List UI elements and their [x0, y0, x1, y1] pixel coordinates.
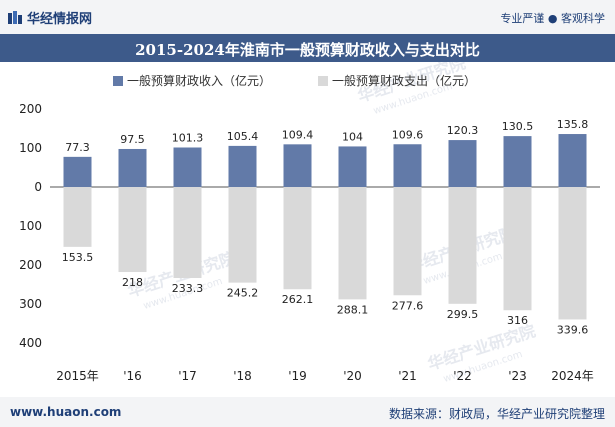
chart-title: 2015-2024年淮南市一般预算财政收入与支出对比 [135, 41, 480, 59]
x-tick-label: '21 [398, 369, 417, 383]
expense-bar [393, 187, 422, 296]
title-bar: 2015-2024年淮南市一般预算财政收入与支出对比 [0, 34, 615, 62]
y-tick-label: 300 [19, 297, 42, 311]
y-tick-label: 200 [19, 102, 42, 116]
data-source: 数据来源：财政局，华经产业研究院整理 [388, 407, 605, 421]
footer-bar: www.huaon.com 数据来源：财政局，华经产业研究院整理 [0, 397, 615, 427]
income-bar [448, 140, 477, 187]
legend-swatch [113, 76, 123, 86]
expense-bar [558, 187, 587, 320]
y-tick-label: 100 [19, 219, 42, 233]
legend: 一般预算财政收入（亿元） 一般预算财政支出（亿元） [113, 73, 476, 88]
x-tick-label: '18 [233, 369, 252, 383]
x-tick-label: '20 [343, 369, 362, 383]
expense-bar [338, 187, 367, 300]
expense-value-label: 288.1 [337, 303, 369, 316]
legend-swatch [318, 76, 328, 86]
expense-value-label: 316 [507, 314, 528, 327]
income-bar [283, 144, 312, 187]
expense-value-label: 277.6 [392, 299, 424, 312]
income-bar [503, 136, 532, 187]
expense-value-label: 262.1 [282, 293, 314, 306]
income-bar [338, 146, 367, 187]
expense-value-label: 218 [122, 276, 143, 289]
income-value-label: 97.5 [120, 133, 145, 146]
website: www.huaon.com [10, 405, 122, 419]
y-tick-label: 200 [19, 258, 42, 272]
x-tick-label: '19 [288, 369, 307, 383]
legend-label: 一般预算财政支出（亿元） [332, 73, 476, 88]
y-tick-label: 0 [34, 180, 42, 194]
expense-bar [448, 187, 477, 304]
expense-value-label: 339.6 [557, 323, 589, 336]
income-value-label: 135.8 [557, 118, 589, 131]
expense-bar [503, 187, 532, 311]
brand-logo-icon [8, 11, 22, 24]
brand-name: 华经情报网 [27, 12, 93, 27]
expense-value-label: 299.5 [447, 308, 479, 321]
income-bar [118, 148, 147, 187]
income-bar [393, 144, 422, 187]
income-value-label: 77.3 [65, 141, 90, 154]
brand: 华经情报网 [8, 8, 92, 27]
header-bar: 华经情报网 专业严谨 ● 客观科学 [0, 0, 615, 34]
data-labels: 77.3 97.5 101.3 105.4 109.4 104 109.6 120.3 130.… [62, 118, 589, 336]
x-tick-label: '22 [453, 369, 472, 383]
y-tick-label: 400 [19, 336, 42, 350]
chart: 华经产业研究院www.huaon.com华经产业研究院www.huaon.com… [19, 62, 600, 385]
income-value-label: 109.4 [282, 128, 314, 141]
expense-bar [228, 187, 257, 283]
income-value-label: 105.4 [227, 130, 259, 143]
income-value-label: 130.5 [502, 120, 534, 133]
expense-bar [283, 187, 312, 290]
income-bar [558, 134, 587, 187]
income-value-label: 120.3 [447, 124, 479, 137]
y-tick-label: 100 [19, 141, 42, 155]
income-bar [228, 145, 257, 187]
income-bar [63, 156, 92, 187]
x-tick-label: 2024年 [551, 369, 594, 383]
expense-bar [63, 187, 92, 247]
x-tick-label: '16 [123, 369, 142, 383]
expense-value-label: 233.3 [172, 282, 204, 295]
income-value-label: 104 [342, 130, 363, 143]
bars [63, 134, 587, 320]
expense-bar [173, 187, 202, 278]
x-tick-label: 2015年 [56, 369, 99, 383]
expense-value-label: 153.5 [62, 251, 94, 264]
axes: 200 100 0 100 200 300 400 2015年 '16 '17 '18 '19 '20 '… [19, 102, 600, 383]
expense-value-label: 245.2 [227, 287, 259, 300]
expense-bar [118, 187, 147, 273]
x-tick-label: '17 [178, 369, 197, 383]
income-value-label: 101.3 [172, 131, 204, 144]
income-bar [173, 147, 202, 187]
income-value-label: 109.6 [392, 128, 424, 141]
x-tick-label: '23 [508, 369, 527, 383]
legend-label: 一般预算财政收入（亿元） [127, 73, 271, 88]
tagline: 专业严谨 ● 客观科学 [500, 12, 605, 25]
